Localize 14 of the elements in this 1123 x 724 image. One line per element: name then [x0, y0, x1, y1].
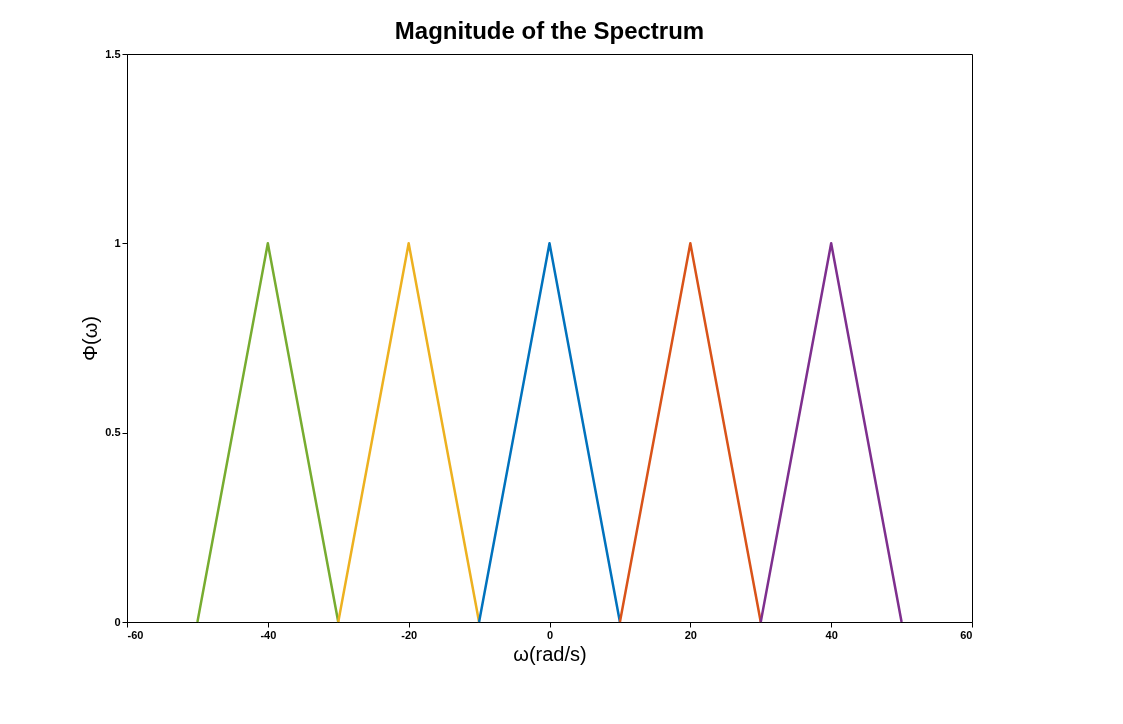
- x-tick-label: 40: [825, 628, 838, 641]
- y-tick-label: 1.5: [105, 47, 121, 60]
- x-tick-label: 60: [960, 628, 973, 641]
- x-tick-label: 0: [546, 628, 554, 641]
- x-tick-label: -20: [401, 628, 418, 641]
- y-axis-title: Φ(ω): [79, 316, 102, 361]
- y-tick-label: 0.5: [105, 426, 121, 439]
- y-tick-label: 0: [114, 615, 121, 628]
- x-axis-title: ω(rad/s): [513, 642, 587, 665]
- x-tick-label: 20: [684, 628, 697, 641]
- chart-title: Magnitude of the Spectrum: [394, 17, 705, 44]
- x-tick-label: -40: [260, 628, 277, 641]
- x-tick-label: -60: [127, 628, 144, 641]
- y-tick-label: 1: [114, 236, 121, 249]
